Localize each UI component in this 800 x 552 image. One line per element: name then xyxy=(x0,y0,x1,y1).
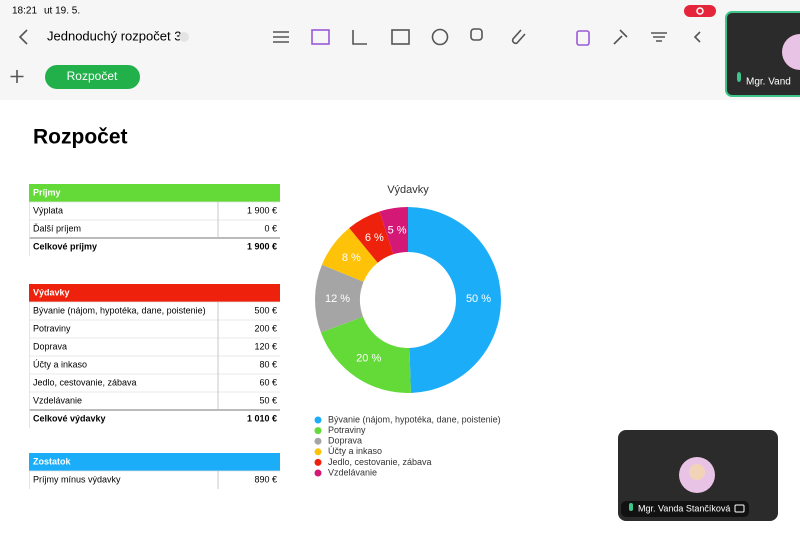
slice-label: 12 % xyxy=(325,293,350,305)
video-tile[interactable] xyxy=(725,11,800,97)
legend-label: Účty a inkaso xyxy=(328,446,382,456)
cell-label: Účty a inkaso xyxy=(33,359,87,369)
donut-slice xyxy=(320,316,411,393)
cell-value: 0 € xyxy=(264,223,277,233)
cell-label: Celkové výdavky xyxy=(33,413,106,423)
cell-value: 120 € xyxy=(254,341,277,351)
table-header-label: Príjmy xyxy=(33,187,61,197)
slice-label: 6 % xyxy=(365,232,384,244)
legend-swatch xyxy=(314,448,322,456)
chart-icon[interactable] xyxy=(431,28,449,46)
cell-label: Výplata xyxy=(33,205,63,215)
cell-value: 60 € xyxy=(259,377,277,387)
cell-value: 200 € xyxy=(254,323,277,333)
donut-slice xyxy=(379,207,408,255)
add-sheet[interactable] xyxy=(10,70,24,83)
donut-slice xyxy=(349,211,394,263)
legend-swatch xyxy=(314,427,322,435)
table-header xyxy=(29,284,280,302)
record-icon xyxy=(696,7,704,15)
status-date: ut 19. 5. xyxy=(44,6,80,17)
cell-value: 890 € xyxy=(254,474,277,484)
cell-value: 1 010 € xyxy=(247,413,277,423)
cell-label: Vzdelávanie xyxy=(33,395,82,405)
list-icon[interactable] xyxy=(273,31,289,43)
cell-value: 1 900 € xyxy=(247,205,277,215)
media-icon[interactable] xyxy=(311,29,330,45)
name-pill xyxy=(621,501,749,517)
mic-icon xyxy=(737,72,741,82)
slice-label: 20 % xyxy=(356,352,381,364)
video-tile-top: Mgr. Vand xyxy=(725,11,800,97)
legend-swatch xyxy=(314,416,322,424)
grid-icon[interactable] xyxy=(352,30,367,45)
cell-label: Príjmy mínus výdavky xyxy=(33,474,121,484)
screen-icon xyxy=(734,504,745,513)
table-header-label: Výdavky xyxy=(33,287,70,297)
cell-label: Doprava xyxy=(33,341,67,351)
legend-swatch xyxy=(314,458,322,466)
toolbar-icons xyxy=(273,28,701,46)
table-header-label: Zostatok xyxy=(33,456,71,466)
shape-icon[interactable] xyxy=(470,28,483,41)
sheet-title: Rozpočet xyxy=(33,126,128,149)
title-menu[interactable] xyxy=(179,32,189,42)
cell-value: 1 900 € xyxy=(247,241,277,251)
legend-label: Vzdelávanie xyxy=(328,467,377,477)
status-time: 18:21 xyxy=(12,6,37,17)
legend-label: Doprava xyxy=(328,436,362,446)
sheet-tab[interactable] xyxy=(45,65,140,89)
table-header xyxy=(29,184,280,202)
legend-swatch xyxy=(314,437,322,445)
undo-icon[interactable] xyxy=(693,31,701,43)
cell-value: 50 € xyxy=(259,395,277,405)
avatar-face xyxy=(689,464,705,480)
slice-label: 8 % xyxy=(342,252,361,264)
sheet-tab-label[interactable]: Rozpočet xyxy=(67,69,118,83)
avatar xyxy=(782,34,800,70)
donut-slice xyxy=(408,207,502,393)
mic-icon xyxy=(629,503,633,511)
sort-icon[interactable] xyxy=(651,32,667,42)
cell-label: Ďalší príjem xyxy=(33,223,81,233)
legend-label: Bývanie (nájom, hypotéka, dane, poisteni… xyxy=(328,414,501,424)
cell-label: Celkové príjmy xyxy=(33,241,97,251)
cell-label: Bývanie (nájom, hypotéka, dane, poisteni… xyxy=(33,305,206,315)
video-tile-bottom: Mgr. Vanda Stančíková xyxy=(618,430,778,521)
participant-name: Mgr. Vanda Stančíková xyxy=(638,503,730,513)
legend-label: Jedlo, cestovanie, zábava xyxy=(328,457,432,467)
back-button[interactable] xyxy=(18,29,28,45)
document-title[interactable]: Jednoduchý rozpočet 3 xyxy=(47,28,181,43)
legend-swatch xyxy=(314,469,322,477)
participant-name: Mgr. Vand xyxy=(746,77,791,88)
brush-icon[interactable] xyxy=(613,29,628,45)
chart: Výdavky 50 % 20 % 12 % 8 % 6 % 5 % Bývanie (ná… xyxy=(314,184,502,477)
chart-title: Výdavky xyxy=(387,184,429,196)
slice-label: 50 % xyxy=(466,293,491,305)
cell-label: Jedlo, cestovanie, zábava xyxy=(33,377,137,387)
cell-value: 80 € xyxy=(259,359,277,369)
table-icon[interactable] xyxy=(391,29,410,45)
recording-indicator xyxy=(684,5,716,17)
slice-label: 5 % xyxy=(388,224,407,236)
donut-slice xyxy=(321,227,378,282)
cell-label: Potraviny xyxy=(33,323,71,333)
attach-icon[interactable] xyxy=(511,29,526,45)
legend-label: Potraviny xyxy=(328,425,366,435)
donut-slice xyxy=(314,264,364,333)
format-icon[interactable] xyxy=(576,30,590,46)
tables: Príjmy Výplata 1 900 € Ďalší príjem 0 € Celko… xyxy=(29,184,280,489)
cell-value: 500 € xyxy=(254,305,277,315)
table-header xyxy=(29,453,280,471)
